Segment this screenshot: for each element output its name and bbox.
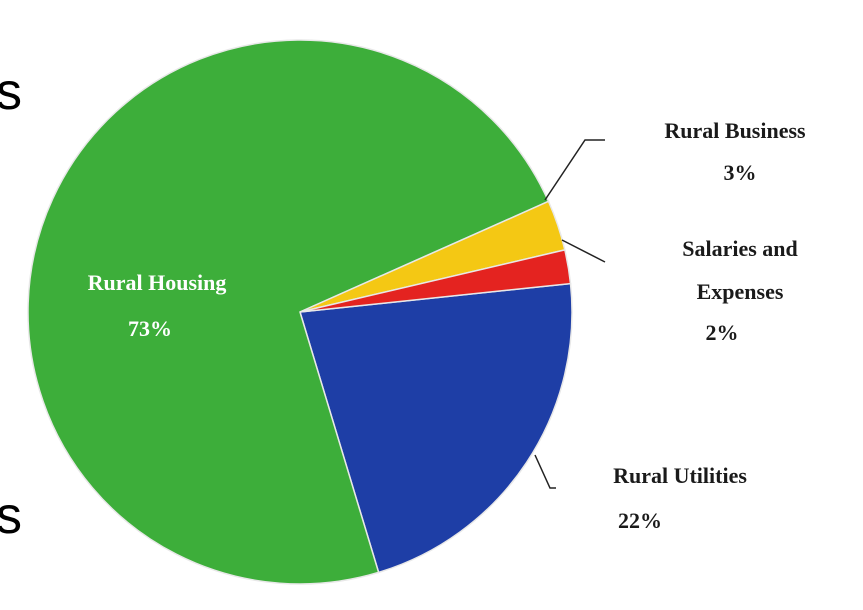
pie-slice xyxy=(299,282,573,574)
leader-lines xyxy=(534,139,606,489)
leader-line xyxy=(534,454,556,489)
slice-label: Rural Housing xyxy=(87,270,227,295)
slice-label: Salaries and Expenses xyxy=(682,236,798,304)
slice-value-label: 2% xyxy=(705,320,739,345)
pie-slice xyxy=(299,248,572,313)
leader-line xyxy=(561,239,606,263)
slice-label: Rural Utilities xyxy=(613,463,747,488)
slice-label: Rural Business xyxy=(664,118,806,143)
pie xyxy=(27,39,573,585)
pie-slice xyxy=(27,39,550,585)
slice-value-label: 3% xyxy=(723,160,757,185)
leader-line xyxy=(544,139,605,201)
slice-value-label: 22% xyxy=(618,508,662,533)
side-text: s xyxy=(0,63,22,121)
slice-value-label: 73% xyxy=(128,316,172,341)
side-text: s xyxy=(0,487,22,545)
